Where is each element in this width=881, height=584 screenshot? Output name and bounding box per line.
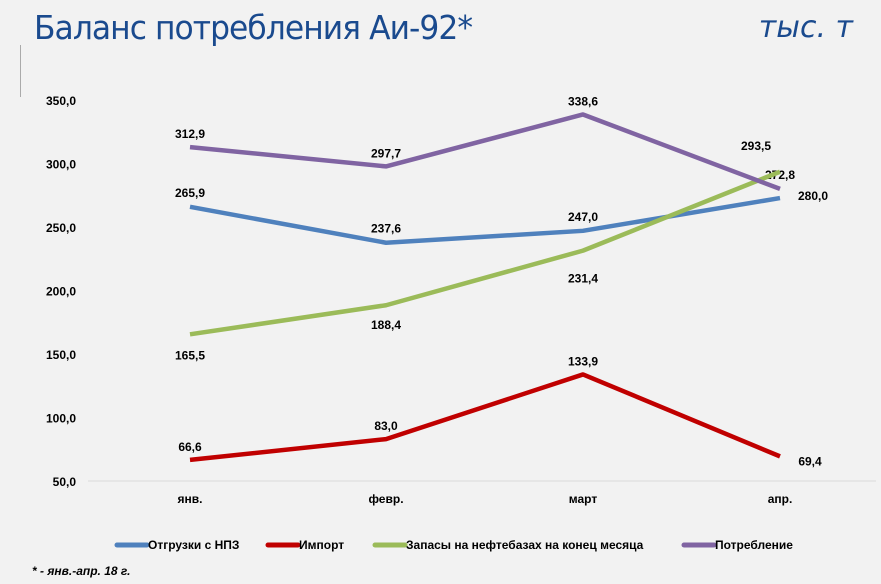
data-label: 188,4 — [371, 318, 401, 332]
data-label: 280,0 — [798, 189, 828, 203]
data-label: 237,6 — [371, 222, 401, 236]
unit-label: тыс. т — [758, 10, 853, 45]
data-label: 69,4 — [798, 454, 822, 468]
x-tick-label: янв. — [178, 492, 203, 506]
x-tick-label: апр. — [768, 492, 793, 506]
series-line — [189, 169, 781, 337]
legend-label: Потребление — [715, 538, 793, 552]
data-label: 312,9 — [175, 127, 205, 141]
footnote: * - янв.-апр. 18 г. — [32, 564, 131, 578]
y-tick-label: 300,0 — [46, 158, 76, 172]
legend-label: Запасы на нефтебазах на конец месяца — [406, 538, 644, 552]
x-tick-label: февр. — [368, 492, 403, 506]
data-label: 272,8 — [765, 168, 795, 182]
data-label: 133,9 — [568, 354, 598, 368]
data-label: 293,5 — [741, 139, 771, 153]
y-tick-label: 150,0 — [46, 348, 76, 362]
y-tick-label: 100,0 — [46, 412, 76, 426]
data-label: 338,6 — [568, 94, 598, 108]
legend-label: Отгрузки с НПЗ — [148, 538, 239, 552]
data-label: 83,0 — [374, 419, 398, 433]
y-tick-label: 350,0 — [46, 94, 76, 108]
data-label: 297,7 — [371, 146, 401, 160]
y-tick-label: 200,0 — [46, 285, 76, 299]
data-label: 66,6 — [178, 440, 202, 454]
divider — [20, 45, 21, 97]
y-tick-label: 50,0 — [53, 475, 77, 489]
series-line — [189, 372, 781, 463]
data-label: 231,4 — [568, 272, 598, 286]
x-tick-label: март — [569, 492, 598, 506]
y-tick-label: 250,0 — [46, 221, 76, 235]
series-line — [189, 195, 781, 245]
data-label: 247,0 — [568, 210, 598, 224]
legend-label: Импорт — [299, 538, 344, 552]
page-title: Баланс потребления Аи-92* — [34, 8, 473, 47]
data-label: 265,9 — [175, 186, 205, 200]
data-label: 165,5 — [175, 348, 205, 362]
series-line — [189, 112, 781, 192]
